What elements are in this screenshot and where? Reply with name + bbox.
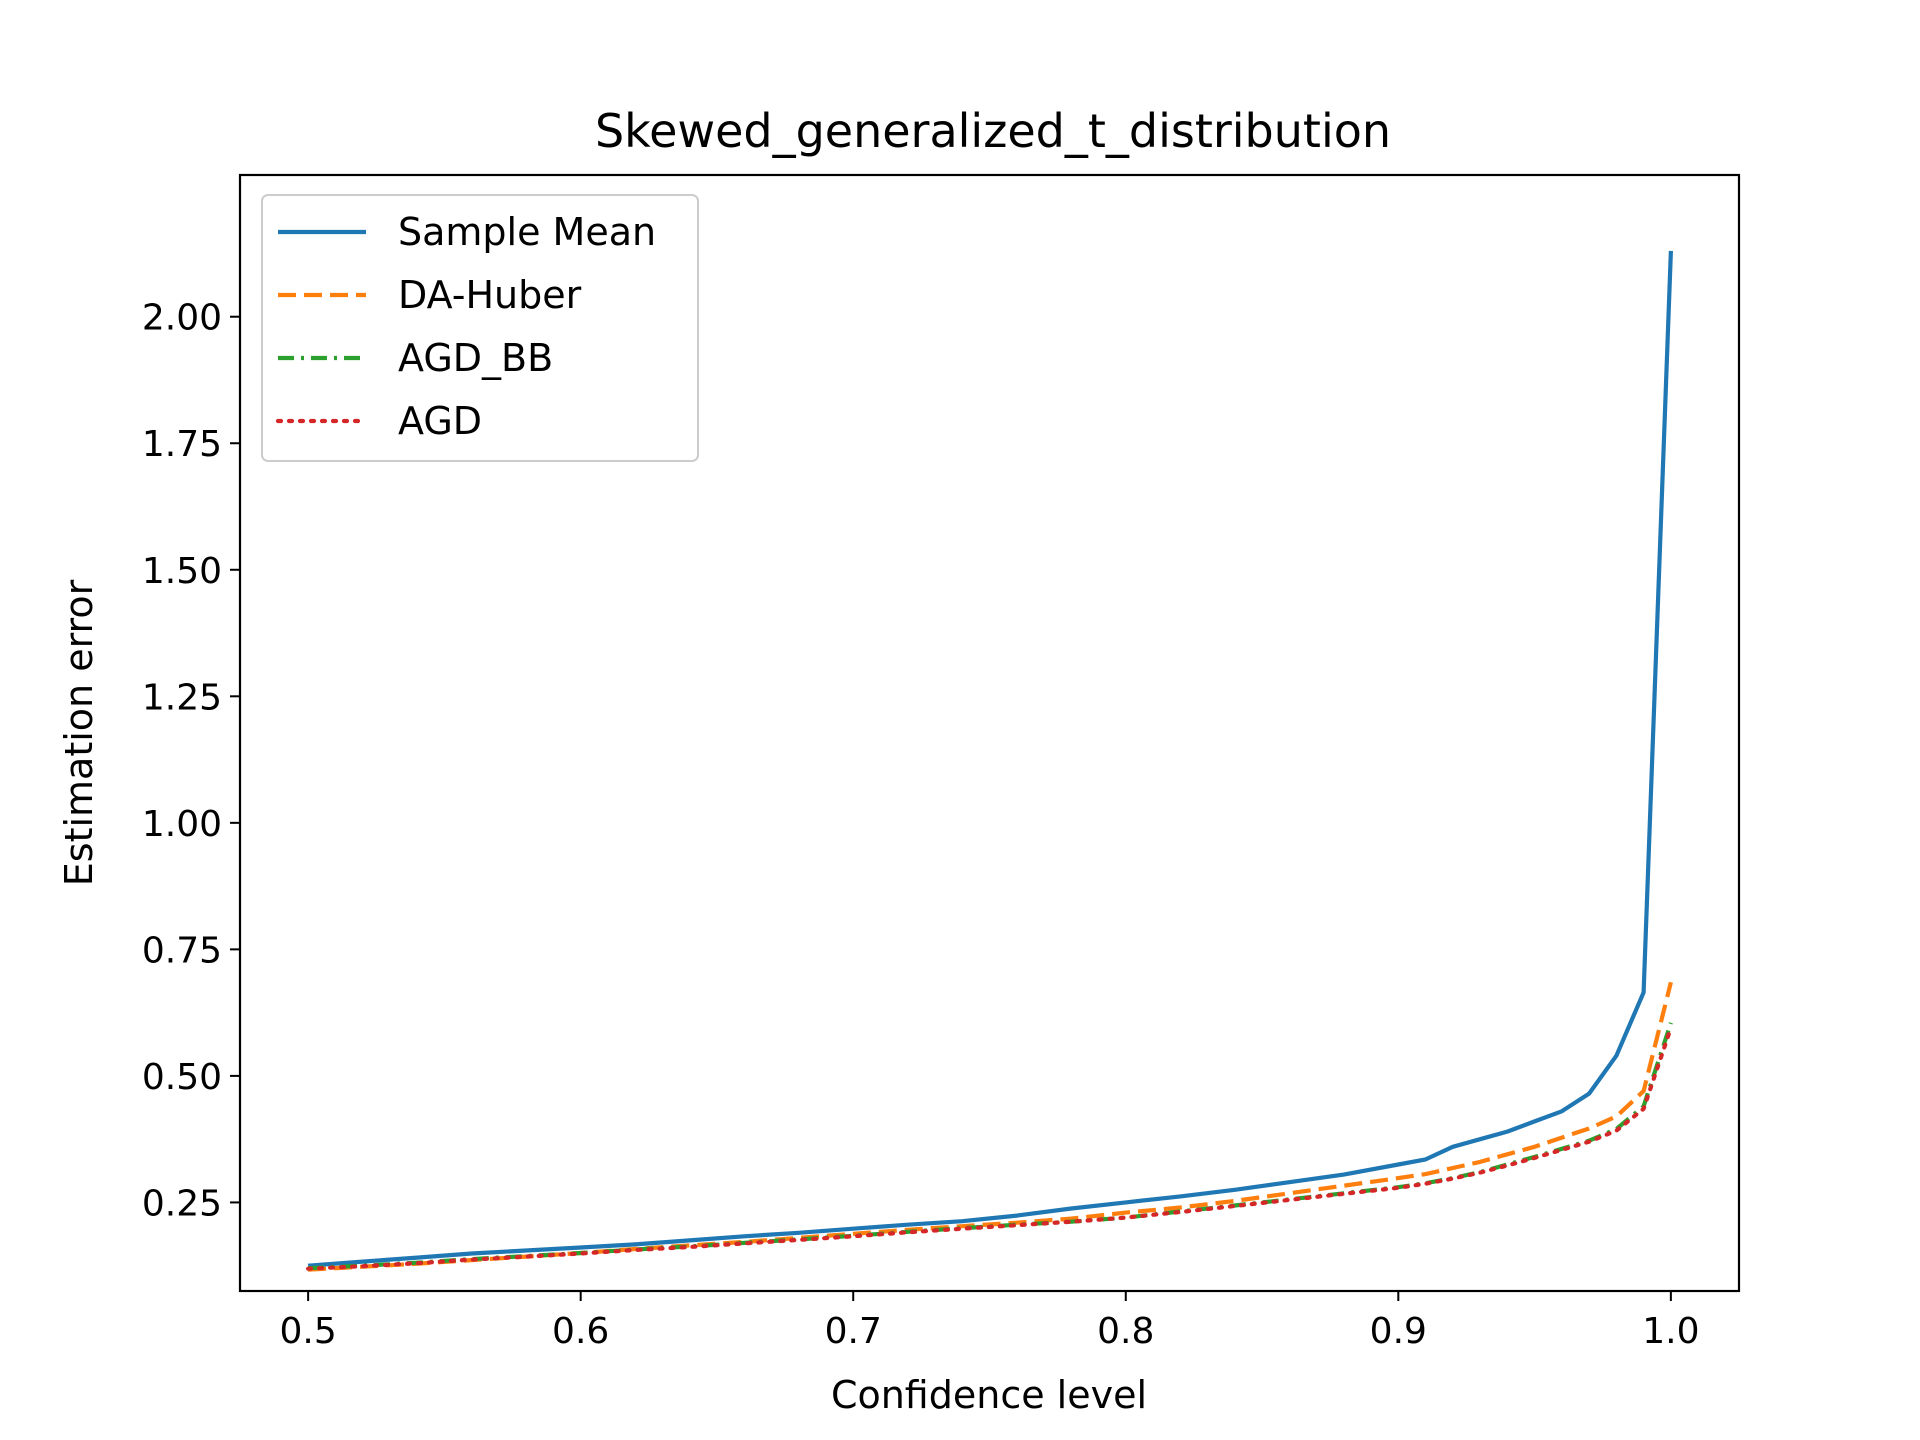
y-tick-label: 0.50: [142, 1057, 222, 1098]
chart-title: Skewed_generalized_t_distribution: [595, 104, 1391, 158]
y-tick-label: 1.00: [142, 804, 222, 845]
x-axis: 0.5 0.6 0.7 0.8 0.9 1.0: [280, 1291, 1699, 1352]
x-tick-label: 0.6: [552, 1311, 609, 1352]
legend-label-1: DA-Huber: [398, 273, 582, 317]
legend-label-3: AGD: [398, 399, 482, 443]
legend-label-2: AGD_BB: [398, 336, 553, 380]
x-axis-label: Confidence level: [831, 1373, 1147, 1417]
plot-frame: [238, 173, 1741, 1293]
x-tick-label: 0.5: [280, 1311, 337, 1352]
legend: Sample Mean DA-Huber AGD_BB AGD: [261, 194, 699, 462]
y-tick-label: 1.50: [142, 551, 222, 592]
x-tick-label: 1.0: [1642, 1311, 1699, 1352]
legend-label-0: Sample Mean: [398, 210, 656, 254]
legend-box: [261, 194, 699, 462]
x-tick-label: 0.7: [825, 1311, 882, 1352]
y-tick-label: 0.75: [142, 930, 222, 971]
series-layer: [306, 250, 1674, 1272]
y-tick-label: 1.75: [142, 424, 222, 465]
x-tick-label: 0.8: [1097, 1311, 1154, 1352]
legend-items: Sample Mean DA-Huber AGD_BB AGD: [275, 210, 656, 443]
y-axis: 0.25 0.50 0.75 1.00 1.25 1.50 1.75 2.00: [142, 298, 240, 1224]
series-line-0: [307, 250, 1673, 1268]
x-tick-label: 0.9: [1370, 1311, 1427, 1352]
y-tick-label: 1.25: [142, 677, 222, 718]
y-tick-label: 0.25: [142, 1183, 222, 1224]
y-tick-label: 2.00: [142, 298, 222, 339]
series-line-3: [306, 1025, 1674, 1271]
y-axis-label: Estimation error: [57, 579, 101, 886]
